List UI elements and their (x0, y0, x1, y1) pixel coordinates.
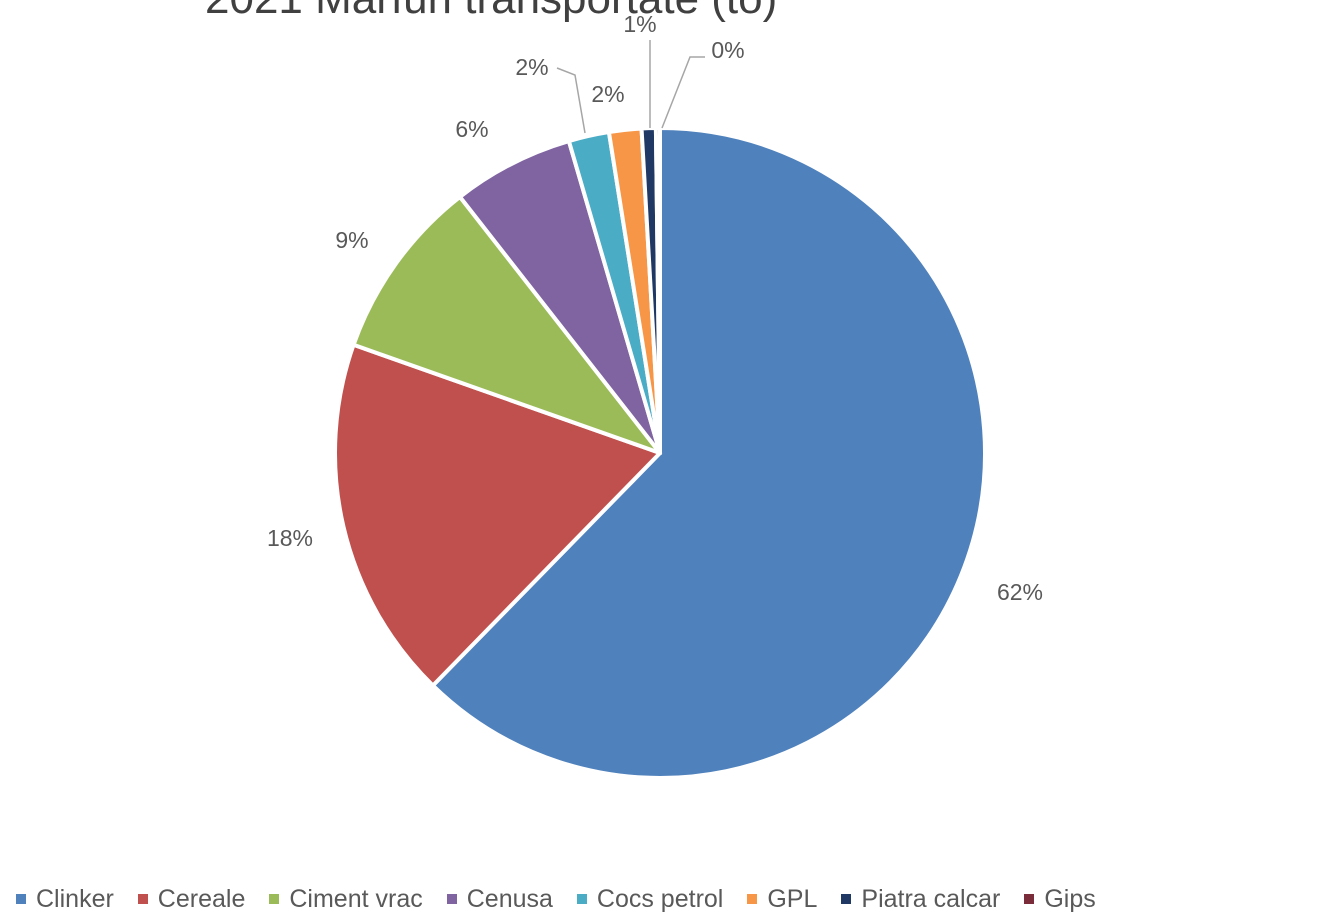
legend-swatch-cereale (137, 894, 148, 904)
legend-item-cenusa: Cenusa (446, 884, 553, 914)
chart-title: 2021 Marfuri transportate (to) (205, 0, 905, 24)
legend-swatch-cenusa (446, 894, 457, 904)
legend-swatch-piatra-calcar (841, 894, 852, 904)
legend-item-ciment-vrac: Ciment vrac (269, 884, 423, 914)
data-labels: 62% 18% 9% 6% 2% 2% 1% 0% (267, 11, 1043, 605)
legend-item-clinker: Clinker (16, 885, 114, 914)
legend-label-cocs-petrol: Cocs petrol (596, 884, 724, 913)
legend-item-piatra-calcar: Piatra calcar (841, 885, 1000, 914)
legend-swatch-gips (1024, 894, 1035, 904)
pie-slice-ciment-vrac (351, 194, 662, 455)
legend-label-clinker: Clinker (36, 884, 114, 913)
pie-slices (333, 126, 987, 780)
pie-slice-clinker (430, 126, 987, 780)
data-label-cenusa: 6% (455, 116, 488, 142)
pie-slice-gips (653, 126, 662, 455)
leader-line-cocs-petrol (556, 67, 586, 134)
legend-label-ciment-vrac: Ciment vrac (289, 884, 423, 913)
legend-label-cereale: Cereale (157, 884, 246, 913)
legend-label-cenusa: Cenusa (466, 884, 553, 913)
legend-item-cocs-petrol: Cocs petrol (576, 884, 724, 914)
pie-slice-cereale (333, 342, 662, 688)
legend-label-piatra-calcar: Piatra calcar (861, 884, 1001, 913)
data-label-cocs-petrol: 2% (515, 54, 548, 80)
legend-label-gpl: GPL (767, 884, 818, 913)
legend-swatch-clinker (16, 894, 26, 904)
data-label-cereale: 18% (267, 525, 313, 551)
pie-slice-cenusa (457, 139, 662, 455)
leader-lines (556, 40, 705, 134)
data-label-piatra-calcar: 1% (623, 11, 656, 37)
legend-swatch-ciment-vrac (269, 894, 280, 904)
chart-legend: Clinker Cereale Ciment vrac Cenusa Cocs petr… (16, 880, 1325, 918)
legend-label-gips: Gips (1044, 884, 1096, 913)
legend-swatch-cocs-petrol (576, 894, 587, 904)
leader-line-gips (661, 56, 705, 129)
pie-chart: 62% 18% 9% 6% 2% 2% 1% 0% (267, 11, 1043, 780)
legend-item-gips: Gips (1024, 884, 1096, 914)
data-label-gips: 0% (711, 37, 744, 63)
data-label-gpl: 2% (591, 81, 624, 107)
legend-item-cereale: Cereale (137, 884, 246, 914)
data-label-ciment-vrac: 9% (335, 227, 368, 253)
legend-item-gpl: GPL (747, 885, 817, 914)
legend-swatch-gpl (747, 894, 758, 904)
data-label-clinker: 62% (997, 579, 1043, 605)
